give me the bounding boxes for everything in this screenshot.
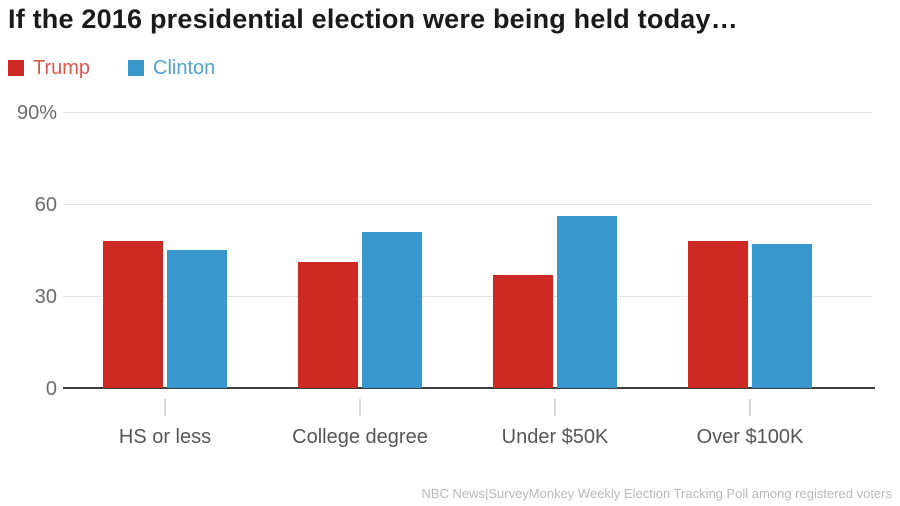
x-category-label-3: Over $100K [696, 426, 804, 448]
legend-item-clinton[interactable]: Clinton [128, 58, 215, 78]
gridline-30 [63, 296, 872, 297]
legend-label-clinton: Clinton [153, 57, 216, 79]
bar-clinton-0[interactable] [167, 250, 227, 388]
gridline-60 [63, 204, 872, 205]
bar-clinton-2[interactable] [557, 216, 617, 388]
y-tick-label-90: 90% [16, 102, 57, 124]
x-tick-0 [164, 399, 166, 416]
x-axis-line [63, 387, 875, 389]
gridline-90 [63, 112, 872, 113]
x-tick-3 [749, 399, 751, 416]
y-tick-label-30: 30 [34, 286, 57, 308]
legend-label-trump: Trump [33, 57, 91, 79]
bar-trump-1[interactable] [298, 262, 358, 388]
bar-clinton-1[interactable] [362, 232, 422, 388]
x-category-label-0: HS or less [118, 426, 212, 448]
x-tick-1 [359, 399, 361, 416]
y-tick-label-60: 60 [34, 194, 57, 216]
x-category-label-2: Under $50K [501, 426, 609, 448]
y-tick-label-0: 0 [45, 378, 57, 400]
x-tick-2 [554, 399, 556, 416]
source-note: NBC News|SurveyMonkey Weekly Election Tr… [421, 486, 892, 501]
bar-trump-3[interactable] [688, 241, 748, 388]
bar-trump-2[interactable] [493, 275, 553, 388]
trump-color-swatch [8, 60, 24, 76]
chart-title: If the 2016 presidential election were b… [8, 4, 738, 34]
bar-trump-0[interactable] [103, 241, 163, 388]
bar-clinton-3[interactable] [752, 244, 812, 388]
x-category-label-1: College degree [292, 426, 428, 448]
clinton-color-swatch [128, 60, 145, 76]
legend-item-trump[interactable]: Trump [8, 58, 90, 78]
legend: Trump Clinton [8, 58, 215, 78]
